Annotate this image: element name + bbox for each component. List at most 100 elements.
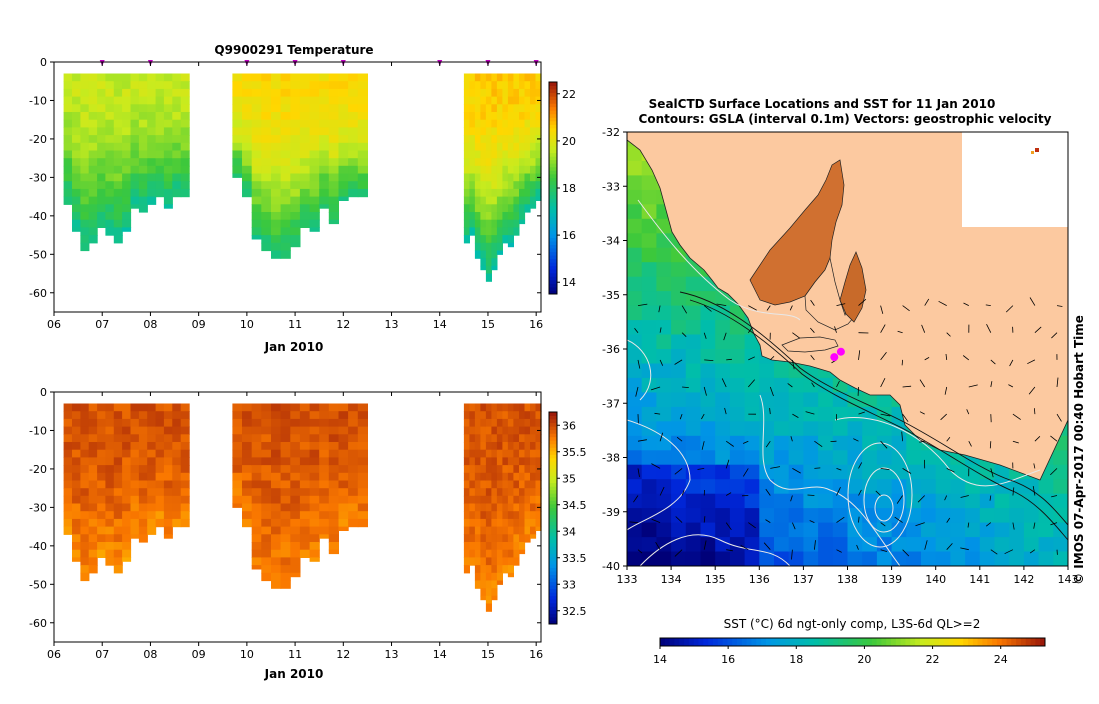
- data-cell: [232, 135, 242, 143]
- data-cell: [497, 473, 503, 481]
- data-cell: [181, 112, 190, 120]
- sst-cell: [686, 335, 701, 350]
- data-cell: [156, 450, 165, 458]
- data-cell: [72, 519, 81, 527]
- salinity-colorbar-segment: [549, 571, 557, 575]
- data-cell: [530, 419, 536, 427]
- salinity-colorbar-segment: [549, 469, 557, 473]
- data-cell: [519, 81, 525, 89]
- data-cell: [252, 127, 262, 135]
- data-cell: [486, 581, 492, 589]
- data-cell: [358, 465, 368, 473]
- data-cell: [147, 74, 156, 82]
- sst-cell: [745, 421, 760, 436]
- data-cell: [242, 135, 252, 143]
- temperature-colorbar-segment: [549, 82, 557, 86]
- salinity-colorbar-segment: [549, 504, 557, 508]
- sst-cell: [701, 479, 716, 494]
- data-cell: [105, 227, 114, 235]
- data-cell: [281, 557, 291, 565]
- sst-cell: [848, 407, 863, 422]
- data-cell: [530, 158, 536, 166]
- data-cell: [290, 243, 300, 247]
- data-cell: [491, 504, 497, 512]
- data-cell: [502, 419, 508, 427]
- data-cell: [97, 120, 106, 128]
- data-cell: [519, 419, 525, 427]
- data-cell: [525, 181, 531, 189]
- data-cell: [252, 434, 262, 442]
- data-cell: [271, 174, 281, 182]
- data-cell: [469, 496, 475, 504]
- data-cell: [64, 143, 73, 151]
- data-cell: [80, 427, 89, 435]
- data-cell: [339, 419, 349, 427]
- data-cell: [271, 104, 281, 112]
- sst-colorbar-segment: [1002, 638, 1007, 646]
- data-cell: [480, 596, 486, 600]
- data-cell: [147, 488, 156, 496]
- data-cell: [300, 550, 310, 558]
- sst-cell: [701, 450, 716, 465]
- data-cell: [348, 427, 358, 435]
- sst-cell: [906, 552, 921, 567]
- data-cell: [508, 81, 514, 89]
- data-cell: [105, 450, 114, 458]
- sst-colorbar-segment: [809, 638, 814, 646]
- data-cell: [290, 565, 300, 573]
- data-cell: [147, 89, 156, 97]
- data-cell: [480, 404, 486, 412]
- sst-cell: [921, 537, 936, 552]
- data-cell: [491, 158, 497, 166]
- data-cell: [480, 442, 486, 450]
- data-cell: [486, 227, 492, 235]
- data-cell: [358, 166, 368, 174]
- data-cell: [339, 174, 349, 182]
- data-cell: [164, 204, 173, 208]
- data-cell: [131, 496, 140, 504]
- data-cell: [475, 220, 481, 228]
- data-cell: [329, 120, 339, 128]
- data-cell: [80, 220, 89, 228]
- data-cell: [114, 127, 123, 135]
- data-cell: [164, 89, 173, 97]
- data-cell: [89, 166, 98, 174]
- data-cell: [480, 135, 486, 143]
- data-cell: [72, 174, 81, 182]
- x-tick-label: 12: [336, 318, 350, 331]
- data-cell: [486, 465, 492, 473]
- temperature-colorbar-segment: [549, 107, 557, 111]
- salinity-colorbar-segment: [549, 462, 557, 466]
- data-cell: [491, 120, 497, 128]
- sst-cell: [715, 364, 730, 379]
- data-cell: [525, 419, 531, 427]
- sst-colorbar-segment: [963, 638, 968, 646]
- data-cell: [513, 504, 519, 512]
- data-cell: [164, 104, 173, 112]
- sst-cell: [848, 552, 863, 567]
- sst-cell: [980, 537, 995, 552]
- data-cell: [181, 411, 190, 419]
- data-cell: [358, 511, 368, 519]
- sst-cell: [730, 465, 745, 480]
- data-cell: [508, 465, 514, 473]
- sst-colorbar-segment: [901, 638, 906, 646]
- data-cell: [147, 481, 156, 489]
- data-cell: [97, 212, 106, 220]
- data-cell: [300, 496, 310, 504]
- data-cell: [329, 220, 339, 224]
- map-x-tick-label: 134: [661, 573, 682, 586]
- data-cell: [281, 174, 291, 182]
- data-cell: [281, 404, 291, 412]
- data-cell: [491, 481, 497, 489]
- data-cell: [89, 104, 98, 112]
- data-cell: [271, 473, 281, 481]
- data-cell: [486, 251, 492, 259]
- data-cell: [339, 481, 349, 489]
- sst-cell: [892, 494, 907, 509]
- data-cell: [348, 450, 358, 458]
- data-cell: [348, 419, 358, 427]
- temperature-title: Q9900291 Temperature: [214, 43, 373, 57]
- sst-colorbar-segment: [828, 638, 833, 646]
- data-cell: [339, 189, 349, 197]
